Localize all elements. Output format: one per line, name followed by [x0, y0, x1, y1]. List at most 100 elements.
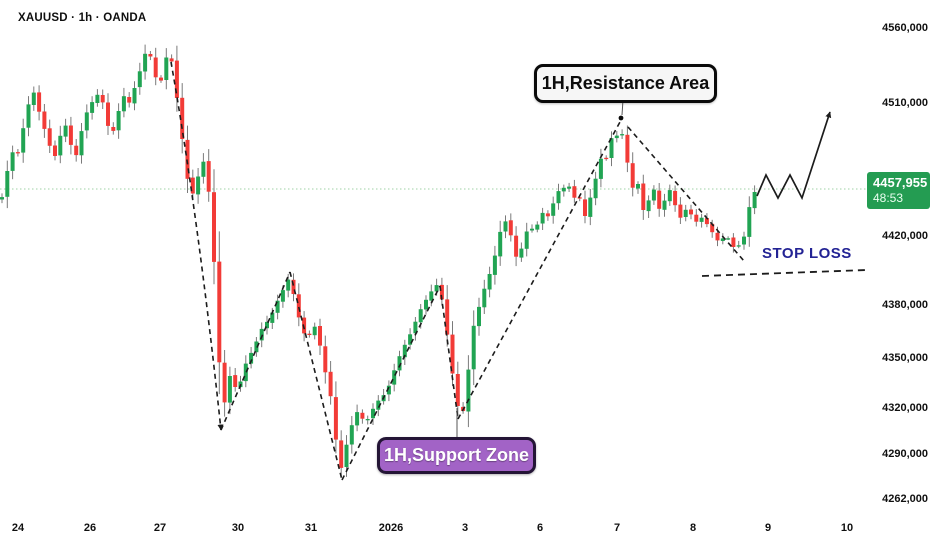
- candle-body: [413, 321, 418, 334]
- trend-line-zigzag-down-2[interactable]: [439, 285, 459, 420]
- candle-up: [598, 148, 603, 188]
- candle-body: [471, 325, 476, 370]
- candle-body: [349, 425, 354, 445]
- symbol-title: XAUUSD · 1h · OANDA: [18, 12, 147, 24]
- candle-down: [291, 273, 296, 302]
- candle-down: [68, 116, 73, 155]
- candle-body: [424, 299, 428, 310]
- time-axis[interactable]: 24 26 27 30 31 2026 3 6 7 8 9 10: [0, 518, 932, 542]
- candle-up: [392, 363, 397, 392]
- candle-body: [371, 408, 375, 419]
- stop-loss-annotation-text[interactable]: STOP LOSS: [762, 245, 852, 262]
- candle-down: [641, 174, 646, 220]
- candle-up: [31, 86, 36, 111]
- candle-body: [710, 223, 715, 233]
- candle-up: [646, 195, 651, 218]
- candle-body: [143, 53, 148, 72]
- candle-down: [333, 381, 338, 454]
- candle-up: [742, 231, 746, 250]
- candle-down: [15, 149, 20, 157]
- support-annotation-label[interactable]: 1H,Support Zone: [377, 437, 536, 474]
- candle-up: [408, 328, 413, 350]
- candle-body: [535, 224, 540, 230]
- candle-body: [651, 189, 656, 201]
- time-tick-label: 26: [83, 522, 97, 534]
- candle-body: [68, 125, 73, 145]
- candle-down: [678, 197, 683, 224]
- candle-down: [514, 226, 519, 267]
- candle-up: [662, 193, 667, 217]
- candle-body: [37, 92, 42, 112]
- candle-up: [747, 196, 752, 247]
- candle-up: [164, 48, 169, 90]
- candle-body: [217, 261, 222, 363]
- candle-down: [100, 89, 105, 109]
- candle-down: [710, 219, 715, 238]
- candle-body: [408, 334, 413, 345]
- candle-body: [233, 375, 238, 387]
- candle-down: [159, 75, 163, 83]
- candle-body: [487, 274, 492, 290]
- price-tick-label: 4380,000: [882, 299, 928, 311]
- candle-down: [689, 204, 693, 220]
- trend-line-zigzag-up-2[interactable]: [341, 285, 441, 481]
- candle-body: [159, 77, 163, 81]
- candle-body: [307, 333, 312, 335]
- candle-up: [10, 145, 15, 180]
- price-tick-label: 4420,000: [882, 230, 928, 242]
- candle-up: [254, 337, 259, 357]
- candle-down: [127, 92, 132, 108]
- candle-down: [445, 285, 450, 347]
- candle-up: [275, 294, 280, 320]
- candle-body: [21, 128, 26, 153]
- trend-line-rally-line[interactable]: [457, 121, 621, 420]
- time-tick-label: 24: [11, 522, 25, 534]
- candle-body: [26, 104, 31, 128]
- candle-up: [593, 171, 598, 206]
- candle-body: [726, 238, 731, 240]
- trend-line-zigzag-up-1[interactable]: [220, 271, 291, 431]
- price-tick-label: 4560,000: [882, 22, 928, 34]
- candle-body: [201, 161, 206, 177]
- resistance-annotation-label[interactable]: 1H,Resistance Area: [534, 64, 717, 103]
- candle-up: [63, 118, 68, 143]
- stop-loss-dashed-line[interactable]: [701, 269, 867, 277]
- candle-up: [752, 185, 757, 215]
- candle-body: [84, 112, 89, 131]
- candle-body: [275, 300, 280, 313]
- candle-up: [376, 395, 381, 417]
- candle-body: [556, 191, 561, 204]
- candle-body: [312, 326, 317, 336]
- candle-body: [450, 334, 455, 374]
- candle-body: [328, 371, 333, 397]
- candle-down: [439, 277, 444, 306]
- candle-body: [455, 374, 460, 406]
- candle-body: [100, 95, 105, 103]
- candle-down: [360, 409, 365, 424]
- candle-up: [26, 96, 31, 137]
- candle-body: [567, 186, 572, 189]
- candle-down: [731, 233, 736, 253]
- trend-line-pullback-line[interactable]: [627, 126, 745, 262]
- candle-up: [132, 81, 137, 111]
- candle-up: [699, 213, 704, 228]
- candle-body: [609, 138, 614, 158]
- candle-up: [21, 118, 26, 163]
- time-tick-label: 6: [536, 522, 544, 534]
- trend-lines-layer[interactable]: [170, 61, 867, 481]
- candle-up: [667, 184, 672, 206]
- candle-body: [116, 111, 121, 131]
- time-tick-label: 10: [840, 522, 854, 534]
- candle-body: [620, 134, 625, 136]
- candle-up: [726, 236, 731, 241]
- candle-down: [296, 283, 301, 327]
- candle-down: [111, 122, 116, 135]
- projection-zigzag-arrow[interactable]: [756, 111, 832, 201]
- price-axis[interactable]: 4560,000 4510,000 4420,000 4380,000 4350,000…: [866, 0, 932, 550]
- candle-body: [243, 363, 248, 382]
- candle-down: [673, 185, 678, 212]
- candle-body: [265, 321, 269, 329]
- candle-body: [667, 190, 672, 202]
